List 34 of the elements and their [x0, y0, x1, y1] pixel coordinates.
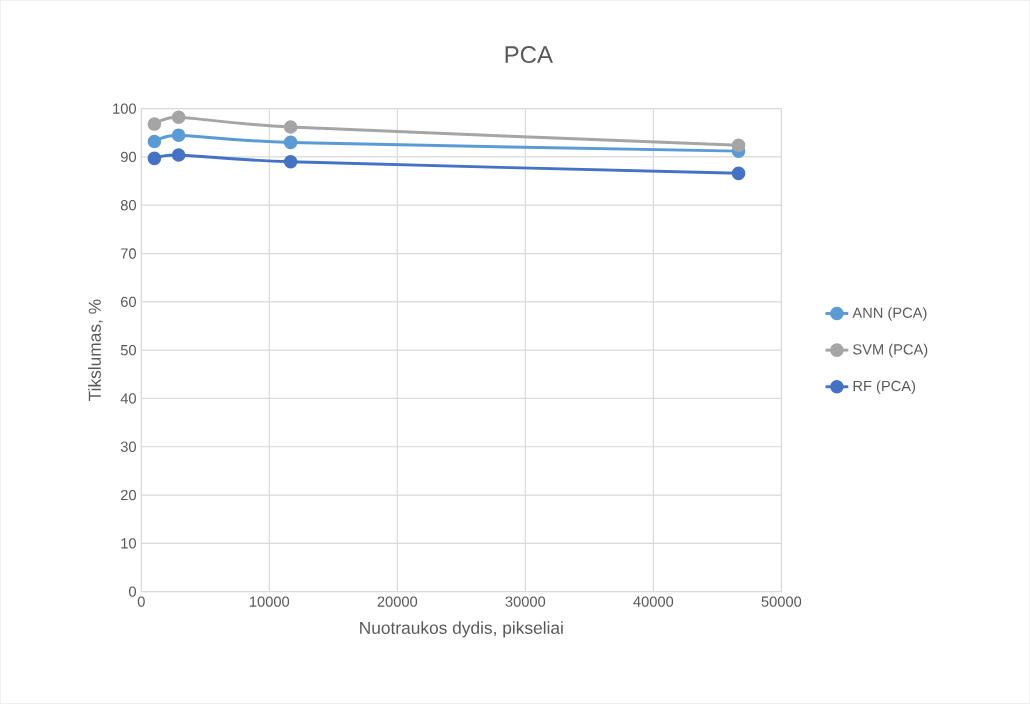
x-tick-label: 0 [137, 596, 145, 607]
x-tick-label: 30000 [505, 596, 546, 607]
x-tick-label: 40000 [633, 596, 674, 607]
y-tick-label: 40 [120, 393, 136, 404]
legend-label: ANN (PCA) [852, 307, 927, 321]
point [283, 120, 298, 134]
point [147, 134, 162, 149]
x-tick-label: 20000 [377, 596, 418, 607]
point [147, 151, 162, 166]
y-tick-label: 50 [120, 344, 136, 356]
point [731, 138, 746, 153]
y-tick-label: 20 [121, 489, 136, 501]
legend-label: SVM (PCA) [853, 343, 928, 358]
x-axis-title: Nuotraukos dydis, pikseliai [360, 621, 563, 638]
point [283, 135, 298, 150]
point [171, 148, 186, 162]
chart-title: PCA [505, 46, 553, 64]
y-tick-label: 90 [120, 151, 136, 163]
point [171, 110, 186, 125]
point [171, 128, 186, 142]
point [731, 166, 746, 181]
point [147, 117, 162, 131]
x-tick-label: 50000 [761, 596, 802, 607]
legend-label: RF (PCA) [853, 380, 916, 395]
point [283, 154, 298, 169]
y-tick-label: 0 [128, 586, 136, 597]
y-tick-label: 100 [113, 103, 136, 114]
y-axis-title: Tikslumas, % [88, 299, 103, 401]
y-tick-label: 60 [121, 296, 136, 308]
x-tick-label: 10000 [250, 596, 290, 607]
y-tick-label: 70 [121, 248, 136, 259]
y-tick-label: 30 [120, 441, 136, 452]
y-tick-label: 10 [121, 538, 136, 549]
y-tick-label: 80 [120, 200, 136, 211]
